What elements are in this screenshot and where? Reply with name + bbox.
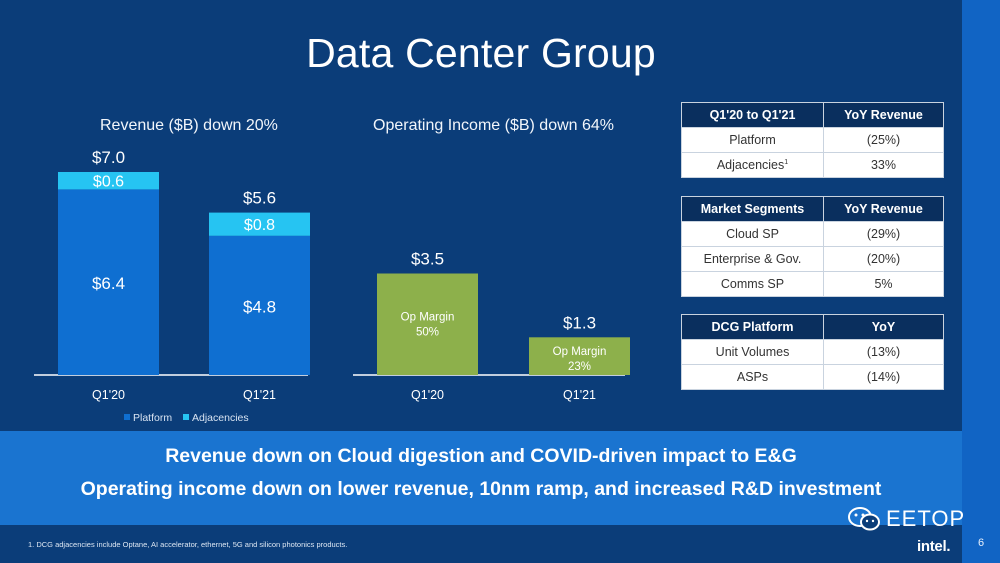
op-margin-label: Op Margin — [553, 346, 607, 358]
op-income-value-label: $1.3 — [563, 313, 596, 332]
platform-value-label: $4.8 — [243, 297, 276, 316]
platform-bar — [58, 189, 159, 375]
revenue-yoy-table: Q1'20 to Q1'21 YoY Revenue Platform (25%… — [681, 102, 944, 178]
watermark-text: EETOP — [886, 506, 966, 531]
table-header-row: DCG Platform YoY — [681, 314, 944, 340]
banner-line-2: Operating income down on lower revenue, … — [80, 478, 882, 500]
table-header-cell: Market Segments — [681, 196, 824, 222]
revenue-chart: $6.4 $0.6 $7.0 Q1'20 $4.8 $0.8 $5.6 Q1'21 Platfo… — [34, 148, 310, 424]
right-accent-strip — [962, 0, 1000, 563]
intel-logo: intel. — [917, 538, 951, 555]
page-number: 6 — [977, 537, 985, 549]
op-income-chart-title: Operating Income ($B) down 64% — [373, 117, 615, 134]
op-income-bar — [377, 273, 478, 375]
table-cell: Adjacencies1 — [681, 152, 824, 178]
x-tick-label: Q1'20 — [411, 388, 444, 402]
table-row: Adjacencies1 33% — [681, 152, 944, 178]
table-cell: (13%) — [823, 339, 944, 365]
adjacencies-bar — [58, 172, 159, 190]
banner-line-1: Revenue down on Cloud digestion and COVI… — [165, 445, 797, 467]
x-tick-label: Q1'20 — [92, 388, 125, 402]
adjacencies-bar — [209, 212, 310, 236]
market-segments-table: Market Segments YoY Revenue Cloud SP (29… — [681, 196, 944, 297]
table-cell: (20%) — [823, 246, 944, 272]
platform-value-label: $6.4 — [92, 274, 125, 293]
adjacencies-value-label: $0.8 — [244, 217, 275, 234]
table-header-cell: Q1'20 to Q1'21 — [681, 102, 824, 128]
watermark: EETOP — [848, 506, 965, 532]
table-row: Comms SP 5% — [681, 271, 944, 297]
footnote: 1. DCG adjacencies include Optane, AI ac… — [28, 540, 348, 549]
table-header-cell: YoY Revenue — [823, 102, 944, 128]
table-cell: ASPs — [681, 364, 824, 390]
op-margin-value: 50% — [416, 326, 439, 338]
wechat-icon — [848, 507, 880, 531]
table-cell: Enterprise & Gov. — [681, 246, 824, 272]
table-cell: 33% — [823, 152, 944, 178]
footnote-marker: 1 — [784, 158, 789, 166]
table-header-row: Market Segments YoY Revenue — [681, 196, 944, 222]
legend-swatch-platform — [124, 414, 130, 420]
table-cell: 5% — [823, 271, 944, 297]
table-header-cell: YoY — [823, 314, 944, 340]
summary-banner: Revenue down on Cloud digestion and COVI… — [0, 431, 962, 525]
table-header-cell: DCG Platform — [681, 314, 824, 340]
legend-label-platform: Platform — [133, 412, 172, 424]
dcg-platform-table: DCG Platform YoY Unit Volumes (13%) ASPs… — [681, 314, 944, 390]
slide-title: Data Center Group — [306, 30, 656, 76]
legend-label-adjacencies: Adjacencies — [192, 412, 249, 424]
adjacencies-value-label: $0.6 — [93, 174, 124, 191]
operating-income-chart: $3.5 Op Margin 50% Q1'20 $1.3 Op Margin 23% Q1'… — [353, 250, 630, 402]
table-row: ASPs (14%) — [681, 364, 944, 390]
table-row: Unit Volumes (13%) — [681, 339, 944, 365]
table-row: Platform (25%) — [681, 127, 944, 153]
op-margin-label: Op Margin — [401, 311, 455, 323]
table-cell: Cloud SP — [681, 221, 824, 247]
op-margin-value: 23% — [568, 361, 591, 373]
table-cell: Unit Volumes — [681, 339, 824, 365]
op-income-value-label: $3.5 — [411, 250, 444, 269]
table-row: Cloud SP (29%) — [681, 221, 944, 247]
total-value-label: $7.0 — [92, 148, 125, 167]
total-value-label: $5.6 — [243, 189, 276, 208]
table-cell: Comms SP — [681, 271, 824, 297]
revenue-chart-title: Revenue ($B) down 20% — [100, 117, 278, 134]
table-cell: (14%) — [823, 364, 944, 390]
op-income-bar — [529, 337, 630, 375]
table-cell-label: Adjacencies — [716, 158, 785, 172]
legend-swatch-adjacencies — [183, 414, 189, 420]
x-tick-label: Q1'21 — [563, 388, 596, 402]
table-header-row: Q1'20 to Q1'21 YoY Revenue — [681, 102, 944, 128]
x-tick-label: Q1'21 — [243, 388, 276, 402]
table-row: Enterprise & Gov. (20%) — [681, 246, 944, 272]
table-cell: (29%) — [823, 221, 944, 247]
table-header-cell: YoY Revenue — [823, 196, 944, 222]
platform-bar — [209, 235, 310, 375]
table-cell: Platform — [681, 127, 824, 153]
table-cell: (25%) — [823, 127, 944, 153]
